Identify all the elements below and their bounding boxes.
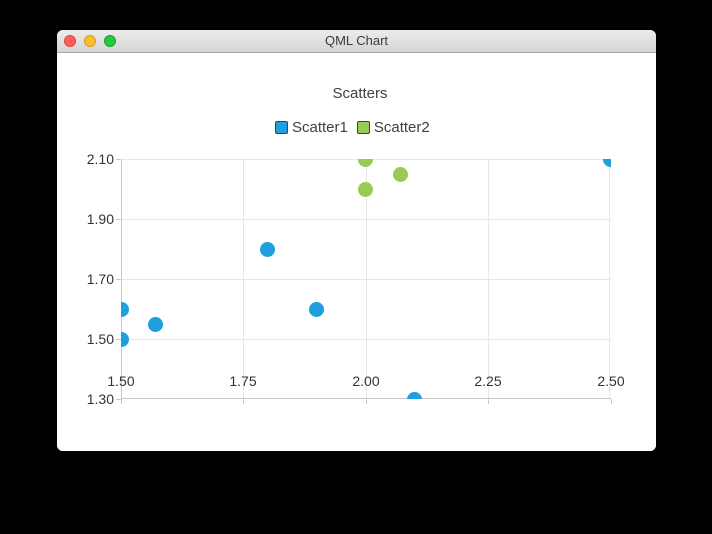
gridline-horizontal <box>121 339 611 340</box>
x-tick-mark <box>611 399 612 404</box>
y-tick-label: 1.90 <box>86 211 114 227</box>
minimize-button[interactable] <box>84 35 96 47</box>
y-tick-mark <box>116 279 121 280</box>
scatter-point-scatter1 <box>121 301 129 317</box>
y-tick-label: 2.10 <box>86 151 114 167</box>
plot-area <box>121 159 611 399</box>
chart-area: Scatters Scatter1 Scatter2 1.50 1.75 2.00 2… <box>57 53 656 451</box>
x-tick-label: 2.25 <box>474 373 502 389</box>
x-axis-line <box>121 398 611 399</box>
x-tick-mark <box>366 399 367 404</box>
scatter-point-scatter1 <box>147 316 163 332</box>
legend-item-scatter2: Scatter2 <box>356 119 430 136</box>
x-tick-mark <box>243 399 244 404</box>
legend-marker-scatter2-icon <box>356 121 370 134</box>
scatter-point-scatter1 <box>407 391 423 399</box>
window-title: QML Chart <box>324 33 389 48</box>
y-tick-mark <box>116 339 121 340</box>
scatter-point-scatter1 <box>309 301 325 317</box>
x-tick-label: 2.00 <box>352 373 380 389</box>
gridline-horizontal <box>121 279 611 280</box>
scatter-point-scatter2 <box>392 166 408 182</box>
x-tick-label: 1.75 <box>229 373 257 389</box>
window-controls <box>64 35 116 47</box>
y-tick-label: 1.30 <box>86 391 114 407</box>
zoom-button[interactable] <box>104 35 116 47</box>
legend-label-scatter1: Scatter1 <box>292 119 348 136</box>
y-tick-mark <box>116 219 121 220</box>
gridline-horizontal <box>121 219 611 220</box>
legend-label-scatter2: Scatter2 <box>373 119 430 136</box>
scatter-point-scatter1 <box>603 159 611 167</box>
y-tick-label: 1.50 <box>86 331 114 347</box>
x-tick-mark <box>121 399 122 404</box>
close-button[interactable] <box>64 35 76 47</box>
y-tick-label: 1.70 <box>86 271 114 287</box>
legend-item-scatter1: Scatter1 <box>275 119 348 136</box>
y-tick-mark <box>116 159 121 160</box>
x-tick-mark <box>488 399 489 404</box>
x-tick-label: 1.50 <box>107 373 135 389</box>
window-titlebar[interactable]: QML Chart <box>57 30 656 53</box>
x-tick-label: 2.50 <box>597 373 625 389</box>
chart-legend: Scatter1 Scatter2 <box>275 119 430 136</box>
app-window: QML Chart Scatters Scatter1 Scatter2 1.5… <box>57 30 656 451</box>
scatter-point-scatter2 <box>358 181 374 197</box>
scatter-point-scatter1 <box>260 241 276 257</box>
scatter-point-scatter1 <box>121 331 129 347</box>
scatter-point-scatter2 <box>358 159 374 167</box>
chart-title: Scatters <box>332 85 388 102</box>
legend-marker-scatter1-icon <box>275 121 288 134</box>
y-tick-mark <box>116 399 121 400</box>
